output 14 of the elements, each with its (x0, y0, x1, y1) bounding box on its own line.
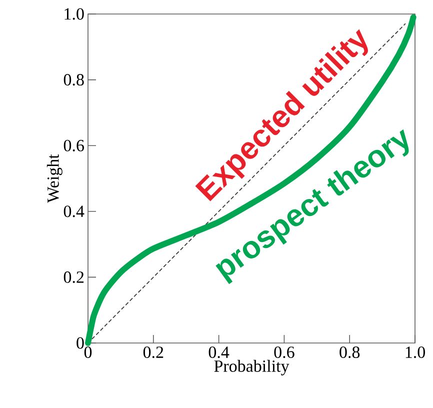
y-tick-label: 0.8 (64, 74, 84, 86)
x-axis-title: Probability (214, 360, 290, 376)
x-tick-label: 0.6 (274, 346, 294, 358)
x-tick-label: 0 (84, 346, 92, 358)
y-tick-label: 0.4 (64, 206, 84, 218)
y-tick-label: 1.0 (64, 8, 84, 20)
x-tick-label: 1.0 (406, 346, 425, 358)
y-axis-title: Weight (46, 154, 62, 203)
x-tick-label: 0.4 (208, 346, 230, 358)
y-tick-label: 0 (76, 337, 84, 349)
y-tick-label: 0.2 (64, 271, 84, 283)
y-tick-label: 0.6 (64, 140, 84, 152)
x-tick-label: 0.2 (143, 346, 164, 358)
x-tick-label: 0.8 (340, 346, 360, 358)
